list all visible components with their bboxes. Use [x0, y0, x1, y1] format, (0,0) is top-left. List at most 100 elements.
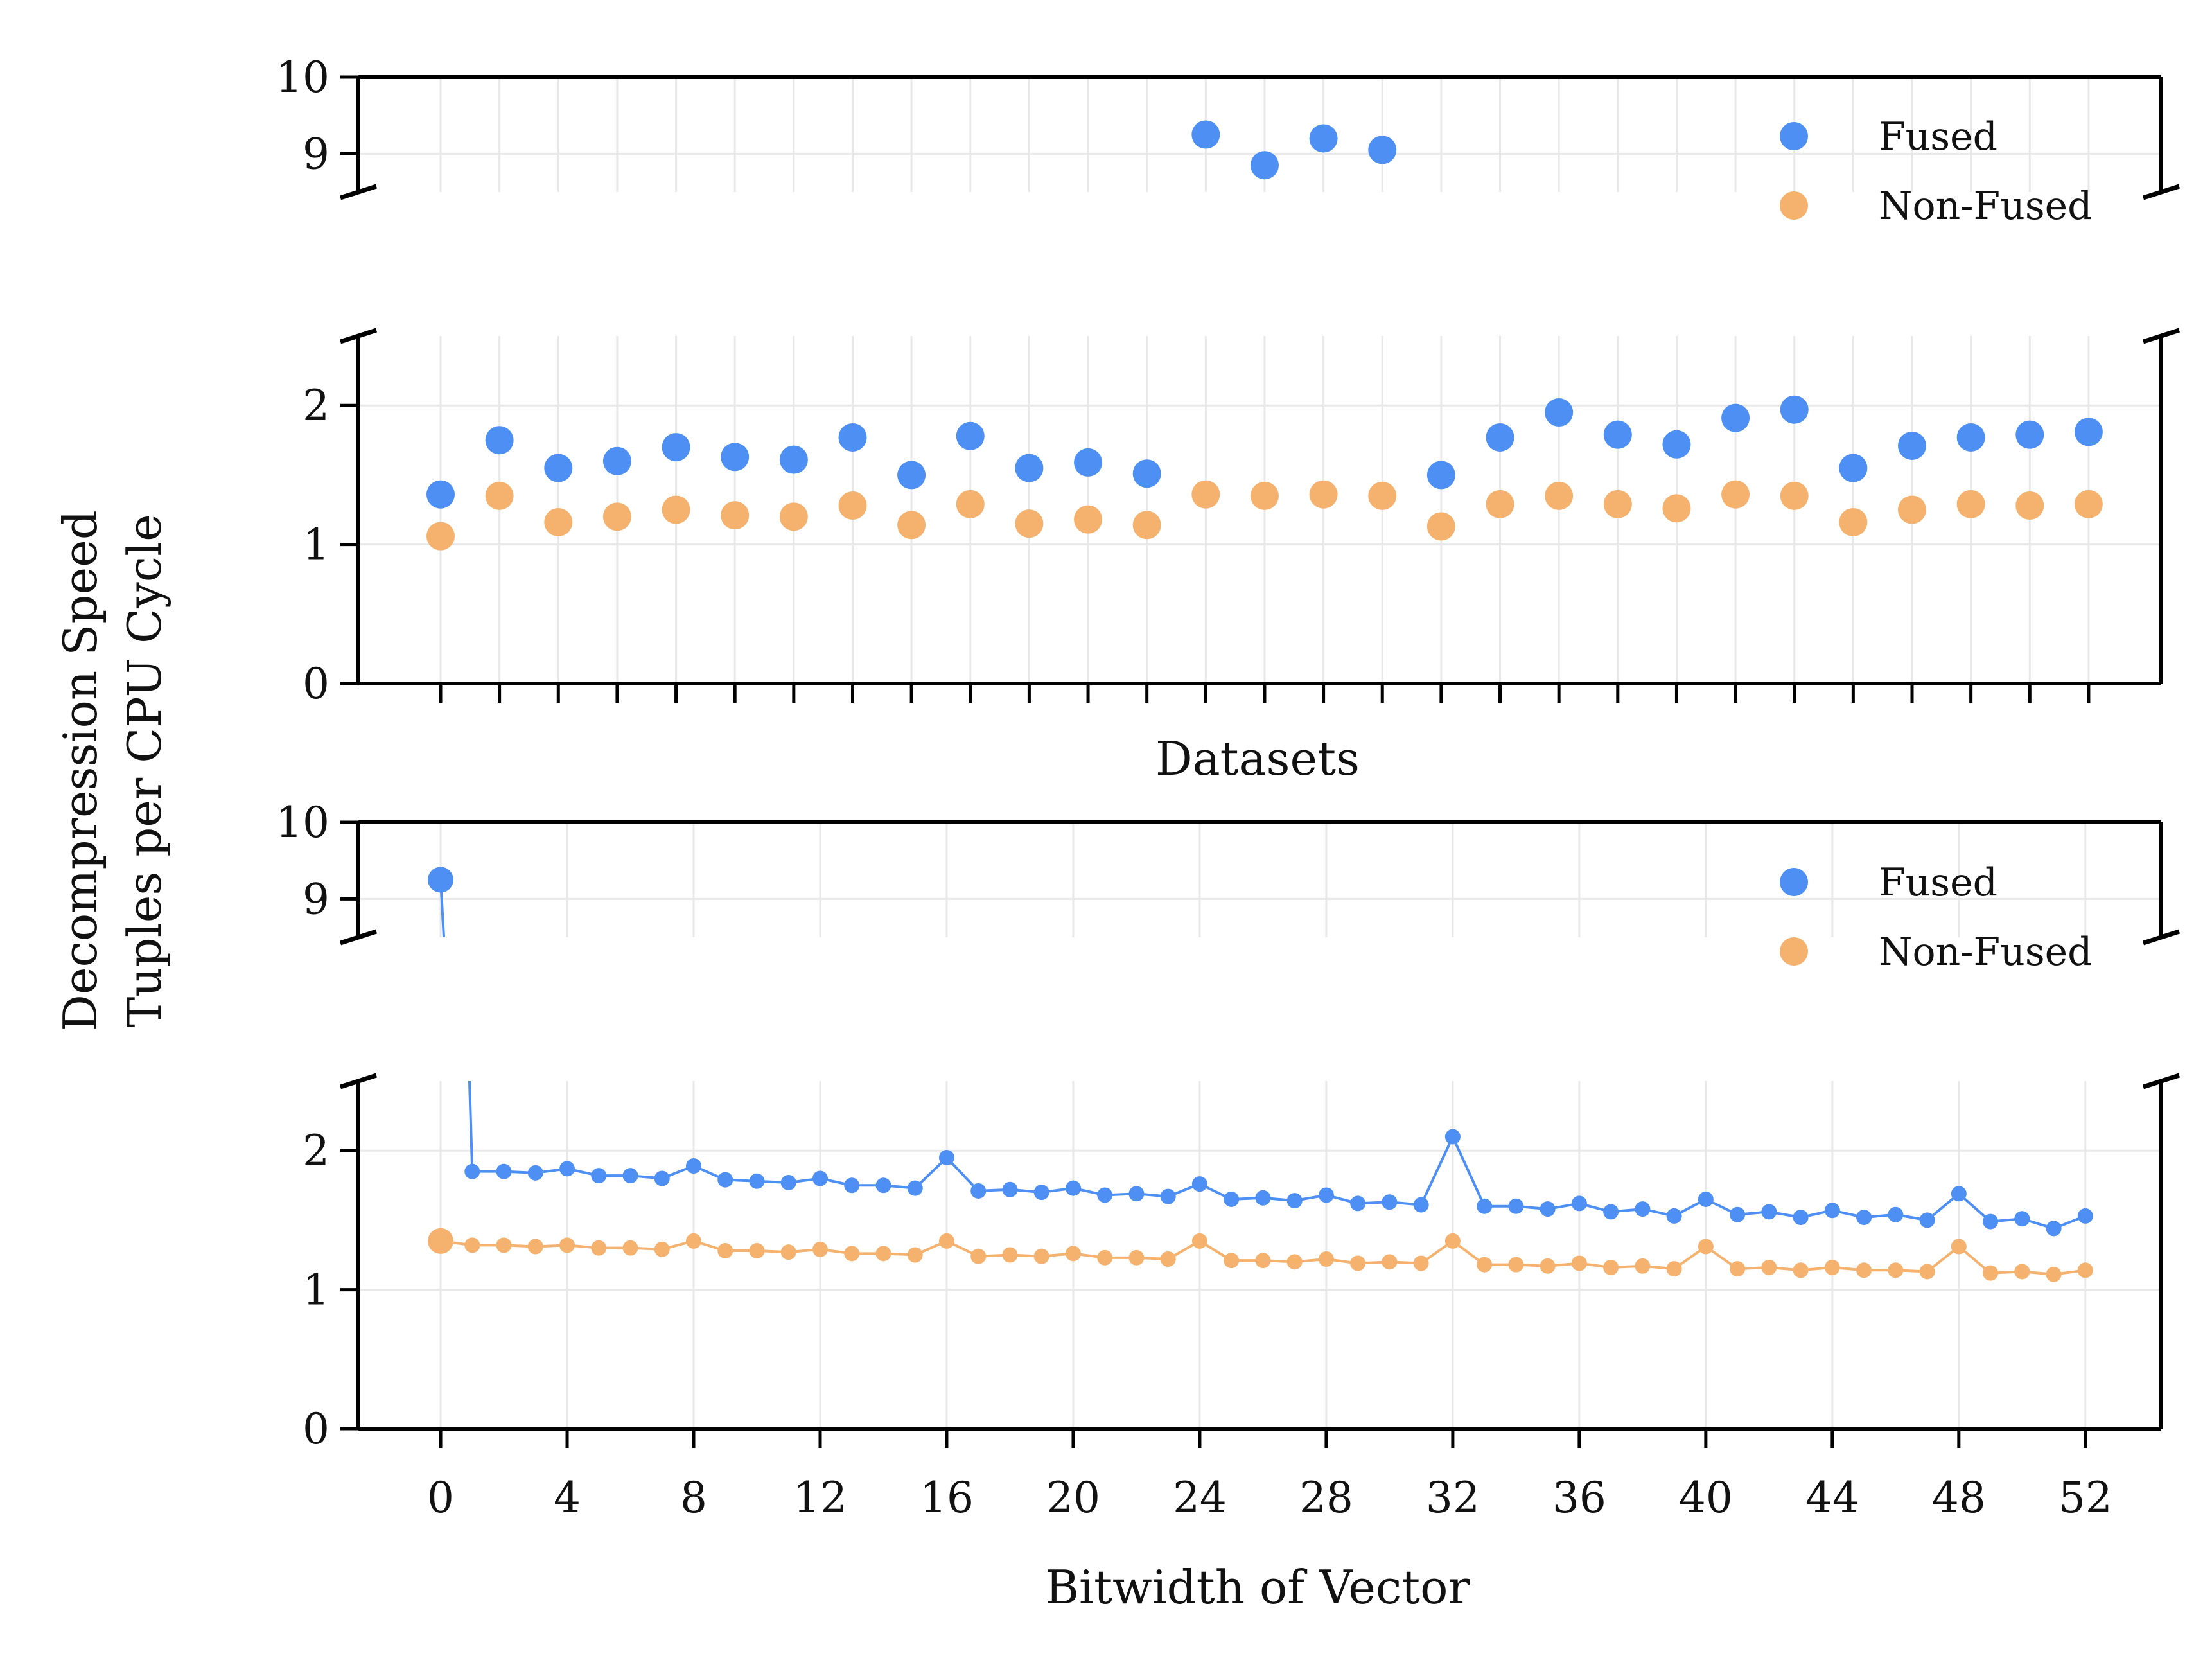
bitwidth-fused-point	[1983, 1213, 1999, 1230]
bitwidth-nonfused-point	[622, 1240, 638, 1256]
bitwidth-axes	[339, 820, 2181, 1431]
datasets-fused-point	[1839, 454, 1868, 482]
bitwidth-nonfused-point	[1824, 1259, 1840, 1275]
datasets-fused-point	[2015, 420, 2044, 449]
bitwidth-xtick-label: 36	[1552, 1473, 1606, 1522]
bitwidth-nonfused-point	[2014, 1264, 2030, 1280]
datasets-nonfused-point	[1780, 481, 1809, 510]
datasets-fused-point	[1015, 454, 1044, 482]
bitwidth-nonfused-point	[970, 1248, 987, 1264]
bitwidth-nonfused-point	[844, 1246, 860, 1262]
bitwidth-xtick-label: 48	[1932, 1473, 1986, 1522]
bitwidth-nonfused-point	[686, 1233, 702, 1249]
datasets-nonfused-point	[1015, 509, 1044, 538]
datasets-fused-point	[1309, 124, 1338, 153]
bitwidth-fused-point	[428, 867, 454, 893]
datasets-nonfused-point	[1898, 495, 1926, 524]
bitwidth-nonfused-point	[875, 1246, 891, 1262]
bitwidth-nonfused-point	[1033, 1248, 1049, 1264]
bitwidth-fused-point	[686, 1158, 702, 1174]
datasets-fused-point	[662, 433, 690, 462]
bitwidth-legend-fused-marker	[1780, 868, 1808, 896]
bitwidth-fused-point	[2014, 1211, 2030, 1227]
datasets-nonfused-point	[1191, 480, 1220, 509]
bitwidth-nonfused-point	[1603, 1259, 1619, 1275]
bitwidth-fused-point	[1730, 1206, 1746, 1222]
datasets-fused-point	[426, 480, 455, 509]
datasets-fused-point	[1545, 398, 1574, 427]
bitwidth-fused-point	[907, 1180, 923, 1196]
bitwidth-fused-point	[2077, 1208, 2093, 1224]
bitwidth-nonfused-point	[938, 1233, 954, 1249]
datasets-fused-point	[1956, 423, 1985, 452]
datasets-fused-point	[1191, 120, 1220, 149]
bitwidth-fused-point	[1444, 1129, 1461, 1145]
bitwidth-nonfused-point	[1286, 1254, 1303, 1270]
datasets-fused-point	[1780, 395, 1809, 424]
bitwidth-fused-point	[1698, 1191, 1714, 1207]
datasets-legend-fused-marker	[1780, 122, 1808, 150]
bitwidth-fused-point	[1477, 1198, 1493, 1214]
datasets-y-ticks: 9 10 0 1 2	[276, 53, 358, 709]
bitwidth-fused-point	[1286, 1193, 1303, 1209]
datasets-scatter-panel: 9 10 0 1 2 Datasets Fused Non-Fused	[276, 53, 2181, 786]
bitwidth-nonfused-point	[1856, 1262, 1872, 1278]
datasets-nonfused-point	[1132, 511, 1161, 540]
bitwidth-fused-point	[1128, 1186, 1145, 1202]
bitwidth-nonfused-point	[1919, 1264, 1935, 1280]
datasets-fused-point	[1721, 403, 1750, 432]
bitwidth-fused-point	[464, 1163, 480, 1179]
bitwidth-xtick-label: 40	[1679, 1473, 1733, 1522]
bitwidth-nonfused-point	[464, 1237, 480, 1253]
y-axis-title: Decompression Speed Tuples per CPU Cycle	[53, 510, 171, 1032]
bitwidth-marks	[428, 867, 2093, 1282]
datasets-nonfused-point	[2074, 490, 2103, 518]
bitwidth-fused-point	[559, 1161, 575, 1177]
datasets-ytick-label-upper: 9	[303, 129, 329, 179]
bitwidth-fused-point	[2046, 1221, 2062, 1237]
datasets-axis-break-mark	[339, 184, 378, 200]
bitwidth-fused-point	[717, 1172, 733, 1188]
bitwidth-nonfused-point	[2077, 1262, 2093, 1278]
bitwidth-fused-point	[1033, 1185, 1049, 1201]
datasets-fused-point	[1898, 431, 1926, 460]
bitwidth-fused-point	[1824, 1203, 1840, 1219]
bitwidth-nonfused-point	[812, 1241, 828, 1257]
bitwidth-y-ticks: 9 10 0 1 2	[276, 798, 358, 1454]
datasets-fused-point	[485, 426, 514, 455]
datasets-nonfused-point	[2015, 491, 2044, 520]
bitwidth-nonfused-point	[907, 1247, 923, 1263]
datasets-fused-point	[1132, 459, 1161, 488]
bitwidth-xtick-label: 12	[793, 1473, 847, 1522]
datasets-fused-point	[1426, 461, 1455, 490]
bitwidth-ytick-label-lower: 2	[303, 1126, 329, 1176]
bitwidth-fused-point	[1761, 1204, 1777, 1220]
bitwidth-fused-point	[591, 1168, 607, 1184]
bitwidth-axis-break-mark	[339, 1073, 378, 1089]
datasets-axis-break-mark	[339, 328, 378, 344]
bitwidth-fused-point	[1224, 1191, 1240, 1207]
datasets-fused-point	[1662, 430, 1691, 459]
bitwidth-nonfused-point	[1761, 1259, 1777, 1275]
datasets-fused-point	[897, 461, 926, 490]
datasets-nonfused-point	[1486, 490, 1514, 518]
bitwidth-ytick-label-lower: 0	[303, 1404, 329, 1454]
bitwidth-xtick-label: 20	[1046, 1473, 1100, 1522]
datasets-fused-point	[544, 454, 573, 482]
bitwidth-nonfused-point	[527, 1239, 543, 1255]
datasets-grid	[358, 76, 2161, 685]
bitwidth-x-ticks: 0 4 8 12 16 20 24 28 32 36 40 44 48 52	[427, 1429, 2112, 1522]
datasets-x-ticks	[439, 684, 2091, 703]
bitwidth-legend: Fused Non-Fused	[1780, 860, 2093, 975]
datasets-nonfused-point	[1721, 480, 1750, 509]
bitwidth-xtick-label: 28	[1299, 1473, 1353, 1522]
bitwidth-fused-point	[1603, 1204, 1619, 1220]
datasets-legend-nonfused-marker	[1780, 191, 1808, 220]
bitwidth-fused-point	[780, 1174, 796, 1190]
bitwidth-nonfused-point	[1477, 1257, 1493, 1273]
bitwidth-fused-line-segment	[1419, 1136, 1454, 1206]
datasets-marks	[426, 120, 2103, 551]
bitwidth-nonfused-point	[1730, 1261, 1746, 1277]
